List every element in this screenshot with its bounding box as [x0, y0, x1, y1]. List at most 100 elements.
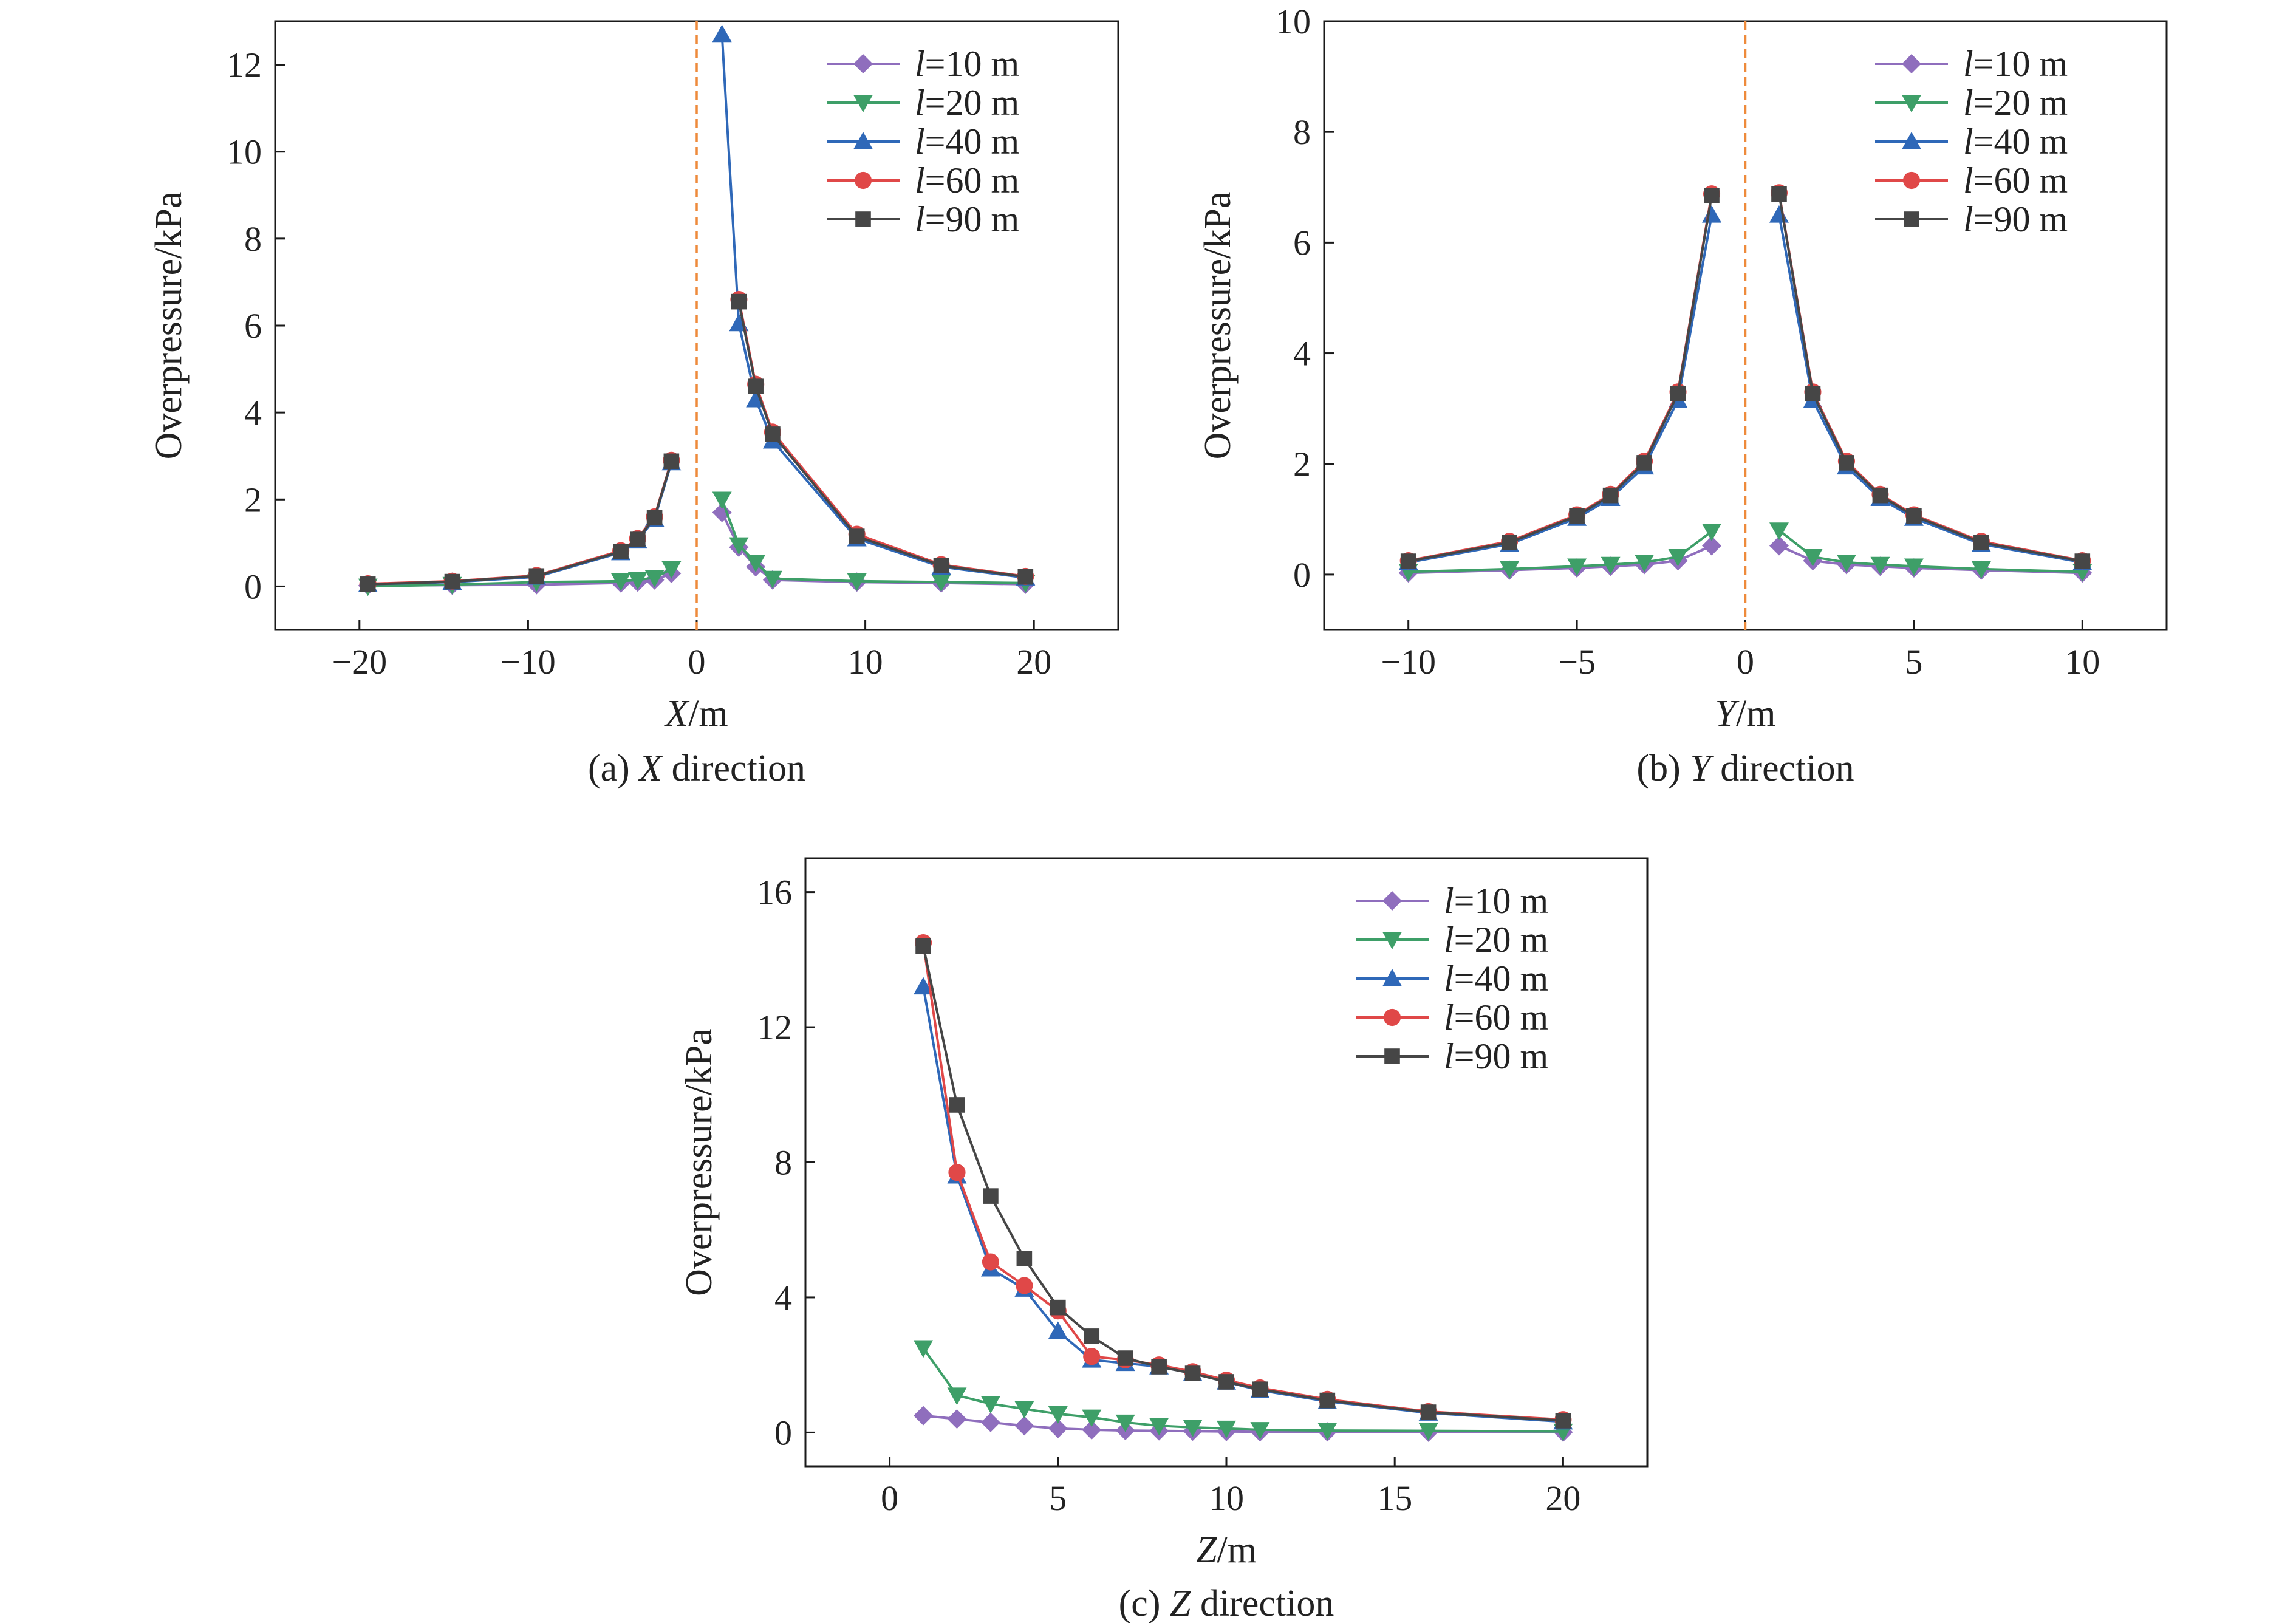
data-point [611, 573, 631, 591]
legend-label: l=60 m [1963, 160, 2068, 200]
legend-label: l=40 m [1444, 958, 1548, 999]
data-point [931, 574, 951, 592]
y-tick-label: 0 [774, 1413, 792, 1452]
y-tick-label: 4 [1293, 334, 1311, 374]
data-point [1635, 555, 1655, 572]
series-line [1778, 214, 2083, 564]
data-point [765, 426, 781, 442]
x-axis-label: Z/m [1196, 1529, 1257, 1571]
data-point [1702, 524, 1722, 541]
data-point [1769, 536, 1789, 556]
legend-item: l=10 m [1356, 881, 1548, 921]
series-line [922, 946, 1563, 1422]
data-point [914, 1406, 934, 1426]
y-axis-label: Overpressure/kPa [148, 192, 190, 460]
data-point [613, 544, 629, 559]
data-point [2074, 553, 2091, 569]
data-point [915, 938, 931, 954]
series-line [1408, 195, 1713, 562]
data-point [947, 1409, 967, 1429]
legend-marker [853, 132, 873, 149]
data-point [444, 573, 460, 590]
legend-marker [1904, 211, 1919, 227]
data-point [1082, 1420, 1102, 1440]
x-tick-label: 10 [2065, 642, 2100, 682]
data-point [1704, 188, 1720, 203]
data-point [1601, 556, 1621, 575]
x-tick-label: −20 [332, 642, 387, 682]
data-point [980, 1412, 1000, 1432]
data-point [1016, 1251, 1033, 1266]
x-tick-label: 0 [881, 1478, 898, 1518]
legend-label: l=20 m [1963, 83, 2068, 123]
legend-label: l=20 m [1444, 920, 1548, 960]
legend-marker [1902, 171, 1921, 190]
data-point [914, 977, 934, 995]
series-l-90-m [1400, 186, 2091, 569]
legend-marker [853, 95, 873, 112]
legend-marker [1383, 1008, 1401, 1027]
legend: l=10 ml=20 ml=40 ml=60 ml=90 m [827, 44, 1019, 239]
y-tick-label: 2 [1293, 445, 1311, 484]
legend-item: l=90 m [827, 199, 1019, 239]
series-line [922, 1347, 1563, 1433]
series-line [737, 299, 1026, 578]
panel-caption: (c) Z direction [1119, 1583, 1334, 1623]
x-tick-label: 10 [848, 642, 883, 682]
legend-marker [1382, 932, 1402, 949]
legend-item: l=40 m [1356, 958, 1548, 999]
data-point [1567, 558, 1587, 576]
data-point [729, 537, 749, 555]
data-point [1083, 1348, 1101, 1365]
data-point [1771, 186, 1787, 202]
legend-item: l=90 m [1875, 199, 2068, 239]
data-point [1115, 1414, 1135, 1432]
data-point [630, 531, 646, 547]
data-point [1904, 558, 1924, 576]
data-point [1084, 1328, 1100, 1344]
data-point [1872, 487, 1888, 504]
series-l-20-m [914, 1340, 1573, 1441]
data-point [746, 555, 766, 573]
data-point [360, 576, 376, 592]
legend-label: l=90 m [915, 199, 1019, 239]
data-point [1183, 1420, 1203, 1438]
data-point [948, 1164, 966, 1181]
data-point [947, 1387, 967, 1406]
x-tick-label: 0 [1737, 642, 1754, 682]
y-tick-label: 12 [227, 46, 262, 85]
legend-item: l=10 m [1875, 44, 2068, 84]
data-point [661, 561, 682, 579]
data-point [1702, 536, 1722, 556]
series-l-90-m [360, 293, 1034, 592]
x-tick-label: 5 [1905, 642, 1922, 682]
data-point [1418, 1423, 1438, 1441]
legend-label: l=90 m [1963, 199, 2068, 239]
y-tick-label: 4 [774, 1278, 792, 1317]
data-point [712, 491, 732, 510]
legend-item: l=60 m [1875, 160, 2068, 200]
legend-marker [1382, 891, 1402, 911]
data-point [933, 558, 949, 573]
data-point [1769, 522, 1789, 541]
legend-marker [855, 211, 871, 227]
y-tick-label: 0 [244, 567, 262, 606]
data-point [646, 510, 663, 526]
data-point [1048, 1418, 1068, 1438]
legend-label: l=40 m [1963, 121, 2068, 162]
legend-marker [1902, 54, 1921, 73]
data-point [1117, 1350, 1133, 1366]
data-point [1016, 1277, 1033, 1294]
y-tick-label: 8 [1293, 112, 1311, 152]
data-point [1420, 1404, 1437, 1420]
legend: l=10 ml=20 ml=40 ml=60 ml=90 m [1356, 881, 1548, 1076]
data-point [1050, 1299, 1066, 1316]
panel-c-z-direction: 0 5 10 15 20 0 4 8 12 16 l=10 ml=20 ml=40 ml=60 ml… [678, 857, 1649, 1623]
data-point [949, 1097, 965, 1113]
y-tick-label: 2 [244, 480, 262, 519]
x-tick-label: −10 [501, 642, 556, 682]
legend-item: l=10 m [827, 44, 1019, 84]
legend-label: l=20 m [915, 83, 1019, 123]
x-tick-label: 15 [1377, 1478, 1412, 1518]
